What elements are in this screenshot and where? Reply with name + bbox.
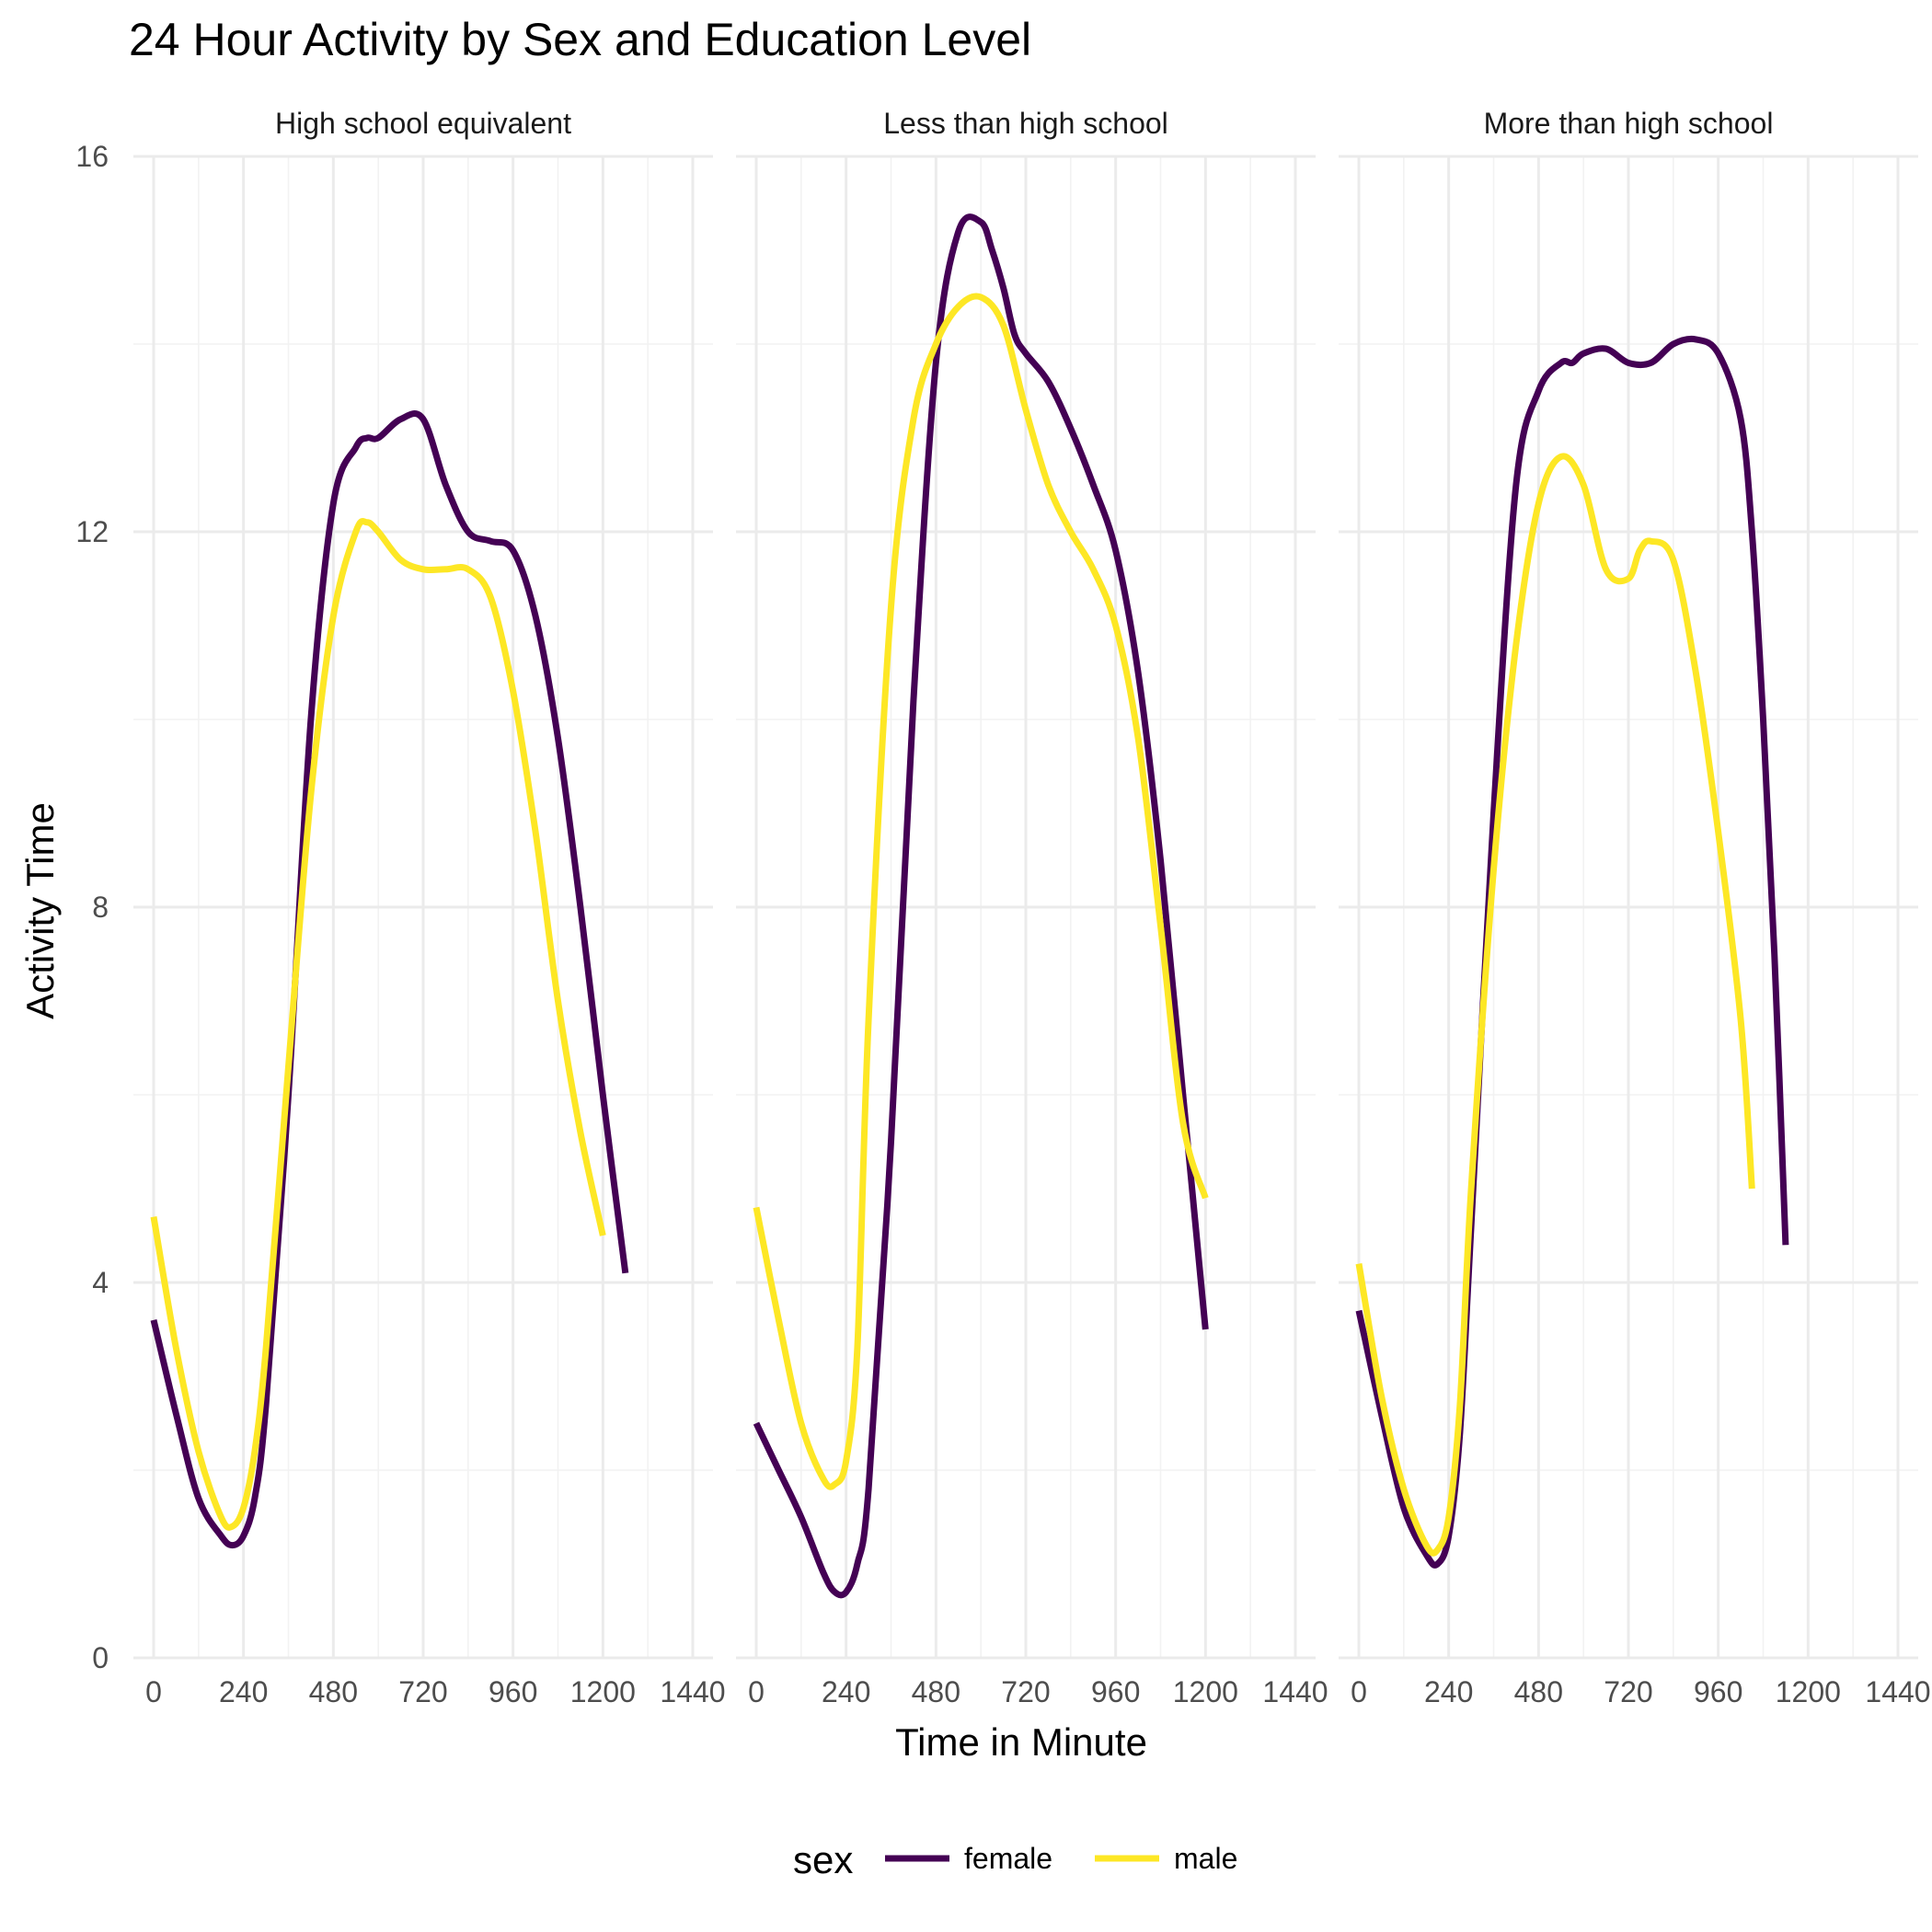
x-tick-label: 480	[309, 1675, 358, 1708]
x-tick-label: 960	[1694, 1675, 1742, 1708]
series-line-female	[1355, 335, 1789, 1569]
x-tick-label: 1440	[1262, 1675, 1328, 1708]
series-line-male	[1355, 453, 1755, 1557]
series-line-female	[150, 410, 629, 1549]
x-tick-label: 1440	[1865, 1675, 1930, 1708]
x-tick-label: 240	[1424, 1675, 1473, 1708]
x-axis-title: Time in Minute	[895, 1720, 1147, 1764]
y-tick-label: 4	[92, 1266, 109, 1299]
x-tick-label: 480	[912, 1675, 960, 1708]
legend-title: sex	[793, 1838, 853, 1881]
chart-title: 24 Hour Activity by Sex and Education Le…	[129, 14, 1031, 65]
series-line-female	[753, 213, 1209, 1599]
y-axis-title: Activity Time	[18, 802, 62, 1019]
legend-label-male: male	[1174, 1842, 1237, 1875]
y-tick-label: 16	[75, 140, 109, 173]
x-tick-label: 0	[748, 1675, 765, 1708]
series-line-male	[753, 293, 1209, 1490]
x-tick-label: 0	[1351, 1675, 1367, 1708]
x-tick-label: 720	[1604, 1675, 1652, 1708]
x-tick-label: 240	[822, 1675, 870, 1708]
x-tick-label: 960	[489, 1675, 537, 1708]
facet-panel: High school equivalent 0 240 480 720 960 1200 1…	[133, 107, 726, 1708]
y-tick-label: 0	[92, 1641, 109, 1674]
facet-panel: Less than high school 0 240 480 720 960 1200 14…	[736, 107, 1328, 1708]
x-tick-label: 720	[398, 1675, 447, 1708]
legend-label-female: female	[964, 1842, 1052, 1875]
y-tick-label: 8	[92, 891, 109, 924]
y-tick-label: 12	[75, 515, 109, 548]
facet-strip-label: More than high school	[1484, 107, 1774, 140]
facet-panel: More than high school 0 240 480 720 960 1200 14…	[1339, 107, 1931, 1708]
x-tick-label: 1200	[1776, 1675, 1841, 1708]
facet-strip-label: Less than high school	[883, 107, 1168, 140]
x-tick-label: 960	[1091, 1675, 1140, 1708]
facet-strip-label: High school equivalent	[275, 107, 571, 140]
x-tick-label: 720	[1001, 1675, 1050, 1708]
x-tick-label: 480	[1514, 1675, 1563, 1708]
x-tick-label: 240	[219, 1675, 268, 1708]
legend: sex female male	[793, 1838, 1237, 1881]
x-tick-label: 1440	[660, 1675, 725, 1708]
series-line-male	[150, 518, 606, 1531]
x-tick-label: 1200	[570, 1675, 636, 1708]
x-tick-label: 1200	[1173, 1675, 1238, 1708]
x-tick-label: 0	[145, 1675, 162, 1708]
